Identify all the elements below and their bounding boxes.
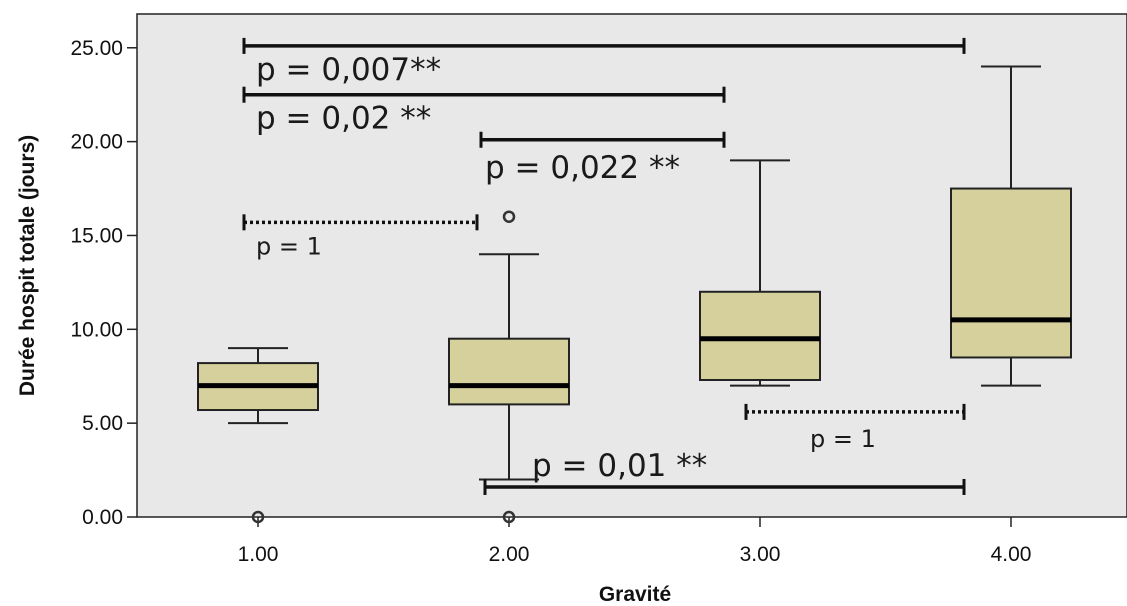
outlier-point [502,210,516,223]
outlier-point [251,510,265,524]
x-tick-label: 1.00 [238,543,279,566]
y-tick-label: 10.00 [70,318,123,341]
comparison-label: p = 1 [256,232,322,260]
y-tick-label: 5.00 [82,412,123,435]
comparison-label: p = 0,02 ** [256,101,431,137]
box-iqr [699,290,821,381]
outlier-point [502,510,516,524]
box-iqr [950,187,1072,359]
comparison-label: p = 1 [810,425,876,453]
y-tick-label: 25.00 [70,37,123,60]
y-tick-label: 20.00 [70,131,123,154]
comparison-label: p = 0,007** [256,52,441,88]
x-tick-label: 2.00 [489,543,530,566]
y-tick-label: 15.00 [70,224,123,247]
comparison-label: p = 0,01 ** [532,448,707,484]
x-axis-title: Gravité [599,583,671,606]
y-tick-label: 0.00 [82,506,123,529]
x-tick-label: 3.00 [740,543,781,566]
x-tick-label: 4.00 [991,543,1032,566]
y-axis-title: Durée hospit totale (jours) [16,135,39,396]
comparison-label: p = 0,022 ** [485,150,680,186]
box-iqr [448,337,570,406]
